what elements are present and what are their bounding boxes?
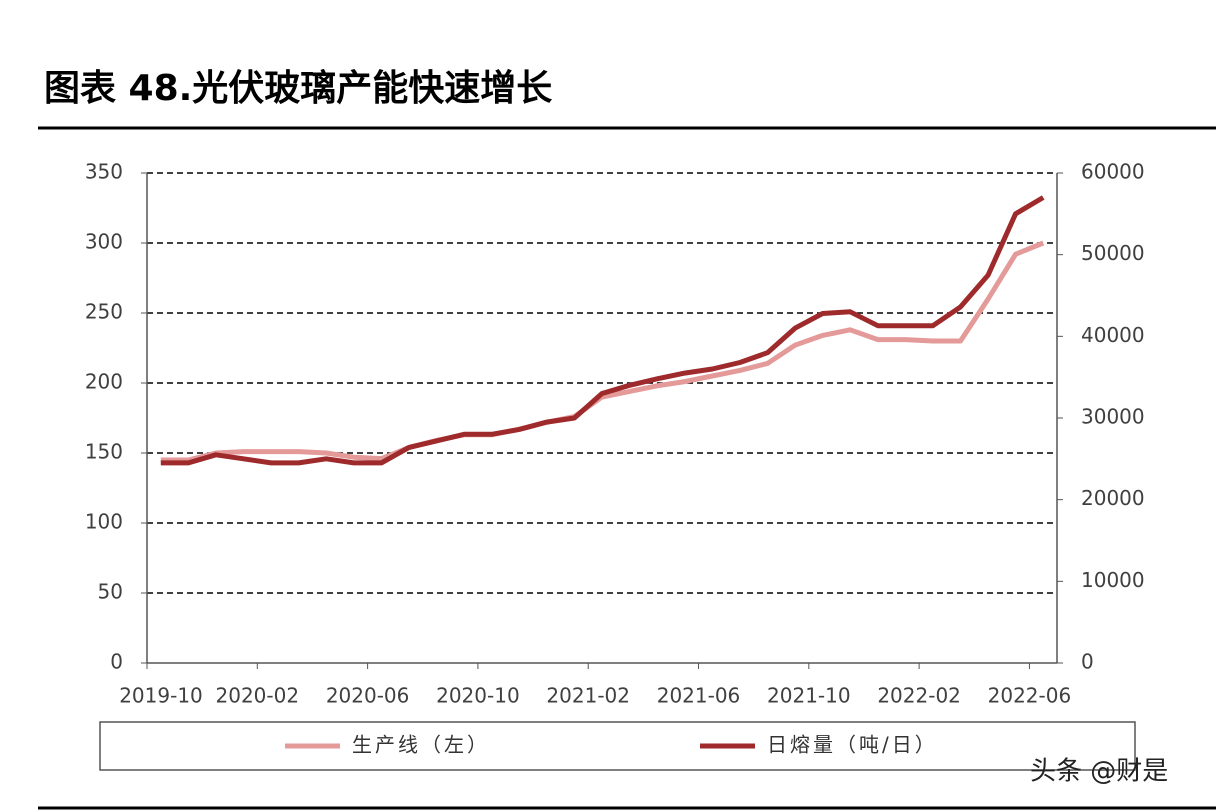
x-tick-label: 2020-06 [326,684,410,708]
x-tick-label: 2021-10 [767,684,851,708]
x-tick-label: 2022-02 [877,684,961,708]
y2-tick-label: 20000 [1081,486,1145,510]
y2-tick-label: 10000 [1081,568,1145,592]
y-tick-label: 150 [85,440,123,464]
x-tick-label: 2021-02 [546,684,630,708]
y-tick-label: 300 [85,230,123,254]
y-tick-label: 0 [110,650,123,674]
legend-label: 生产线（左） [352,733,490,757]
x-tick-label: 2022-06 [988,684,1072,708]
x-tick-label: 2021-06 [657,684,741,708]
y2-tick-label: 60000 [1081,160,1145,184]
x-tick-label: 2020-10 [436,684,520,708]
y-tick-label: 100 [85,510,123,534]
legend-label: 日熔量（吨/日） [767,733,938,757]
legend-box [99,721,1136,771]
y-tick-label: 50 [98,580,123,604]
x-tick-label: 2020-02 [216,684,300,708]
y2-tick-label: 50000 [1081,241,1145,265]
series-line [160,240,1045,463]
y-tick-label: 200 [85,370,123,394]
series-line [160,195,1045,466]
y-tick-label: 350 [85,160,123,184]
y2-tick-label: 0 [1081,650,1094,674]
x-tick-label: 2019-10 [119,684,203,708]
y2-tick-label: 40000 [1081,323,1145,347]
y2-tick-label: 30000 [1081,405,1145,429]
chart-title: 图表 48.光伏玻璃产能快速增长 [44,68,552,109]
y-tick-label: 250 [85,300,123,324]
watermark: 头条 @财是 [1030,757,1168,787]
